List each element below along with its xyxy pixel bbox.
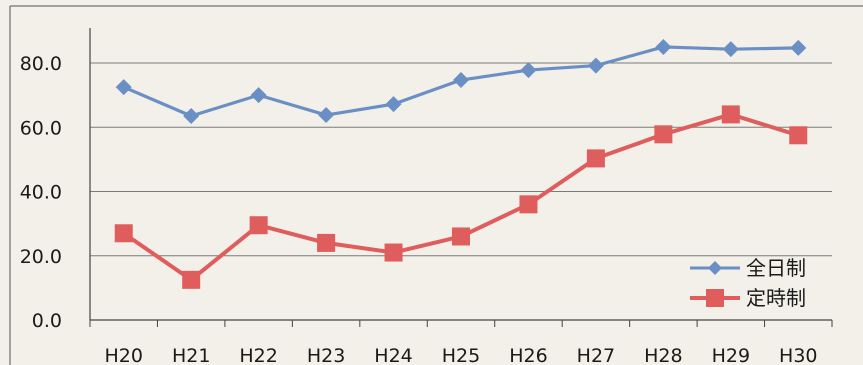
x-tick-label: H20 — [104, 345, 142, 365]
data-point-square — [182, 270, 201, 289]
x-tick-label: H24 — [374, 345, 412, 365]
legend-label: 定時制 — [746, 286, 806, 310]
x-tick-label: H27 — [577, 345, 615, 365]
data-point-diamond — [790, 39, 807, 56]
data-point-diamond — [250, 87, 267, 104]
data-point-square — [789, 126, 808, 145]
data-point-square — [249, 216, 268, 235]
data-point-square — [114, 224, 133, 243]
data-point-diamond — [453, 72, 469, 89]
data-point-diamond — [655, 38, 672, 55]
y-tick-label: 20.0 — [20, 246, 62, 268]
data-point-diamond — [115, 79, 132, 96]
legend-label: 全日制 — [746, 256, 806, 280]
data-point-square — [586, 149, 605, 168]
x-tick-label: H28 — [644, 345, 682, 365]
data-point-diamond — [722, 41, 739, 58]
y-tick-label: 60.0 — [20, 117, 62, 139]
y-tick-label: 0.0 — [32, 310, 62, 332]
y-tick-label: 40.0 — [20, 182, 62, 204]
x-tick-label: H25 — [442, 345, 480, 365]
x-tick-label: H30 — [779, 345, 817, 365]
x-tick-label: H22 — [239, 345, 277, 365]
data-point-square — [452, 227, 470, 246]
data-point-diamond — [520, 62, 537, 79]
series-line-2 — [122, 112, 799, 282]
data-point-square — [317, 233, 336, 252]
legend-marker-square — [706, 289, 724, 307]
data-point-diamond — [318, 107, 335, 124]
data-point-square — [384, 243, 403, 262]
data-point-square — [519, 195, 538, 214]
data-point-diamond — [587, 57, 604, 74]
data-point-diamond — [183, 108, 200, 125]
legend-marker-diamond — [708, 261, 722, 275]
data-point-square — [721, 105, 740, 124]
x-tick-label: H21 — [172, 345, 210, 365]
data-point-square — [654, 125, 673, 144]
x-tick-label: H29 — [712, 345, 750, 365]
data-point-diamond — [385, 96, 402, 113]
y-tick-label: 80.0 — [20, 53, 62, 75]
x-tick-label: H23 — [307, 345, 345, 365]
x-tick-label: H26 — [509, 345, 547, 365]
